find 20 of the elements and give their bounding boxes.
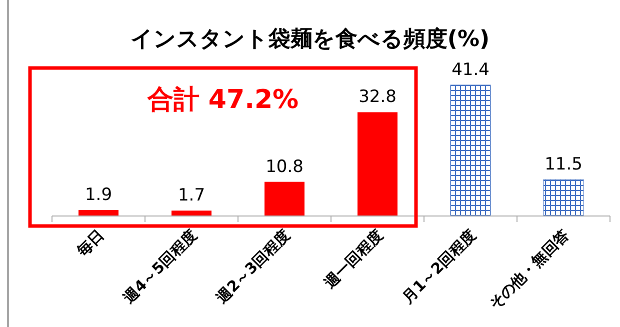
x-tick-label: 週一回程度: [320, 226, 386, 293]
x-tick-label: 週2～3回程度: [212, 226, 294, 308]
bar: [172, 210, 212, 216]
data-label: 41.4: [452, 60, 490, 80]
bar: [358, 112, 398, 216]
x-tick-label: 週4～5回程度: [119, 226, 200, 308]
x-tick-label: 月1～2回程度: [398, 226, 480, 308]
data-label: 1.9: [84, 184, 112, 205]
bar: [543, 179, 584, 216]
bar: [78, 210, 118, 216]
bar: [264, 182, 304, 216]
bar: [450, 84, 491, 216]
data-label: 32.8: [358, 87, 396, 108]
chart-title: インスタント袋麺を食べる頻度(%): [130, 26, 490, 52]
data-label: 10.8: [266, 156, 304, 177]
annotation: 合計 47.2%: [146, 85, 299, 115]
x-tick-label: 毎日: [72, 226, 108, 261]
data-label: 1.7: [178, 186, 206, 206]
data-label: 11.5: [544, 154, 582, 175]
x-tick-label: その他・無回答: [485, 226, 572, 314]
